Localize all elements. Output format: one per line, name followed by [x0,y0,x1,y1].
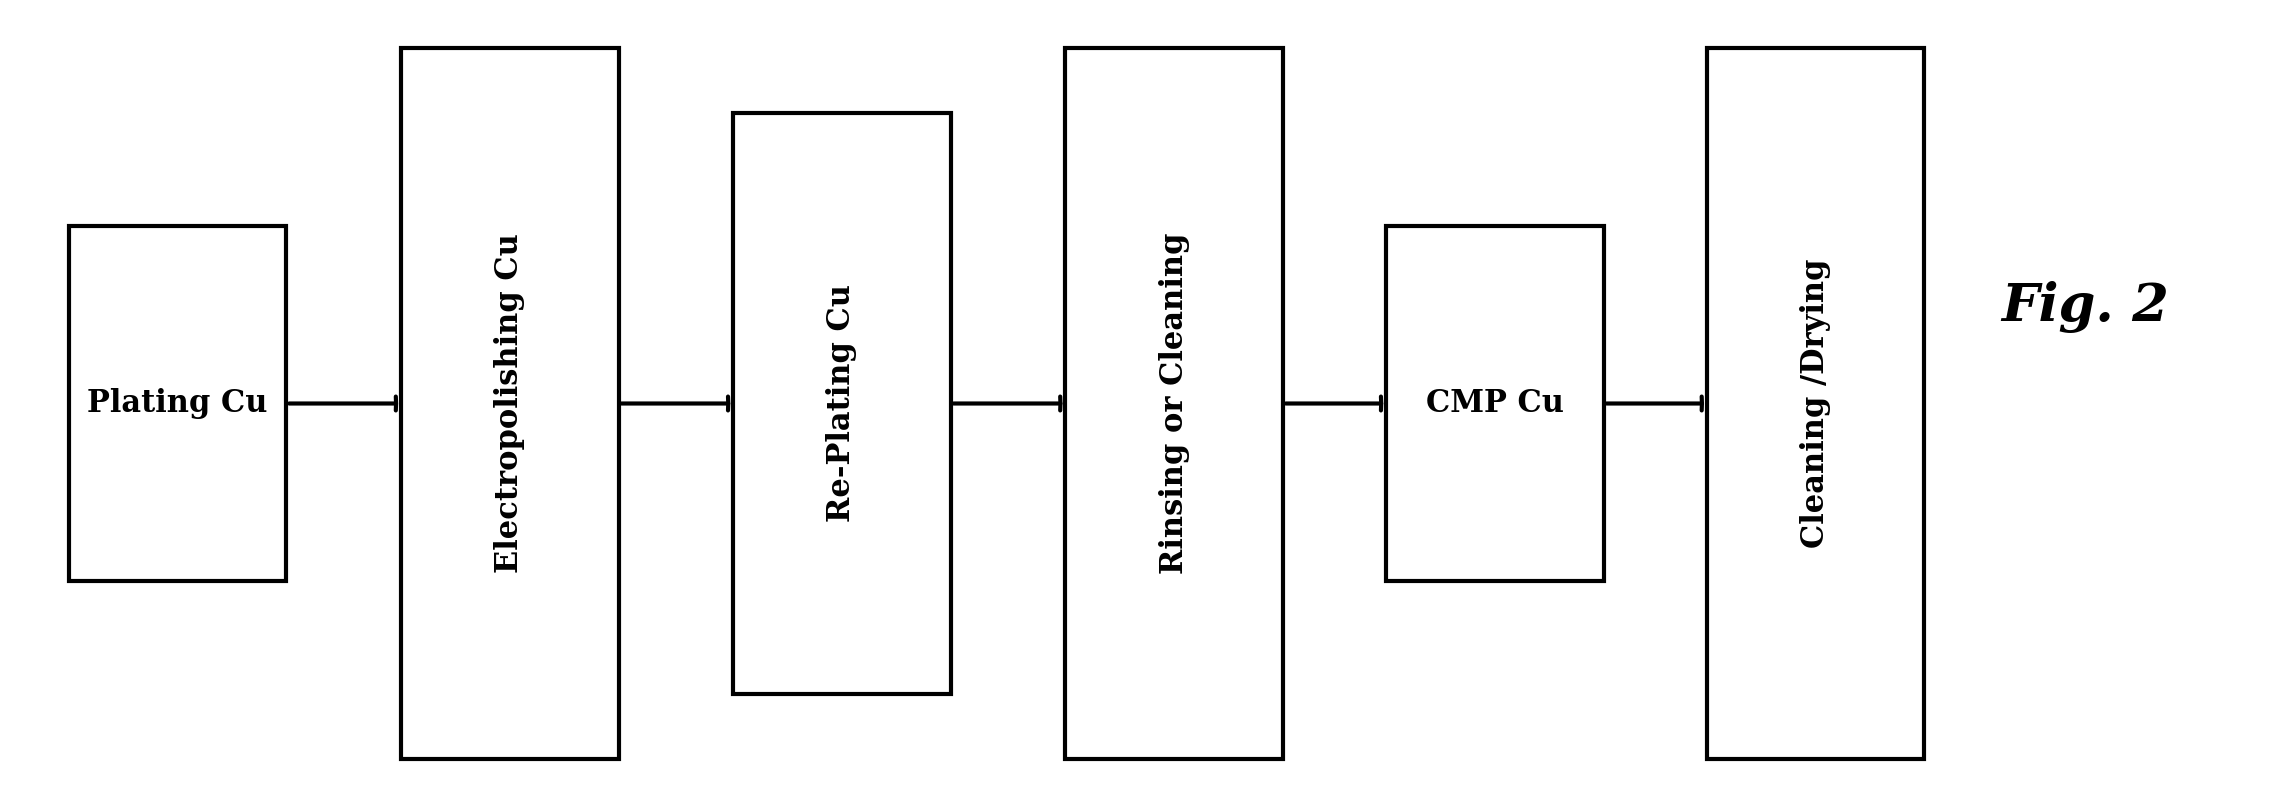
Bar [1065,48,1283,759]
Text: CMP Cu: CMP Cu [1425,388,1565,419]
Bar [401,48,619,759]
Text: Cleaning /Drying: Cleaning /Drying [1801,259,1831,548]
Bar [733,113,951,694]
Text: Electropolishing Cu: Electropolishing Cu [495,233,525,574]
Text: Re-Plating Cu: Re-Plating Cu [827,285,857,522]
Bar [1707,48,1924,759]
Bar [1386,226,1604,581]
Bar [69,226,286,581]
Text: Rinsing or Cleaning: Rinsing or Cleaning [1159,232,1189,575]
Text: Plating Cu: Plating Cu [87,388,268,419]
Text: Fig. 2: Fig. 2 [2000,281,2170,332]
